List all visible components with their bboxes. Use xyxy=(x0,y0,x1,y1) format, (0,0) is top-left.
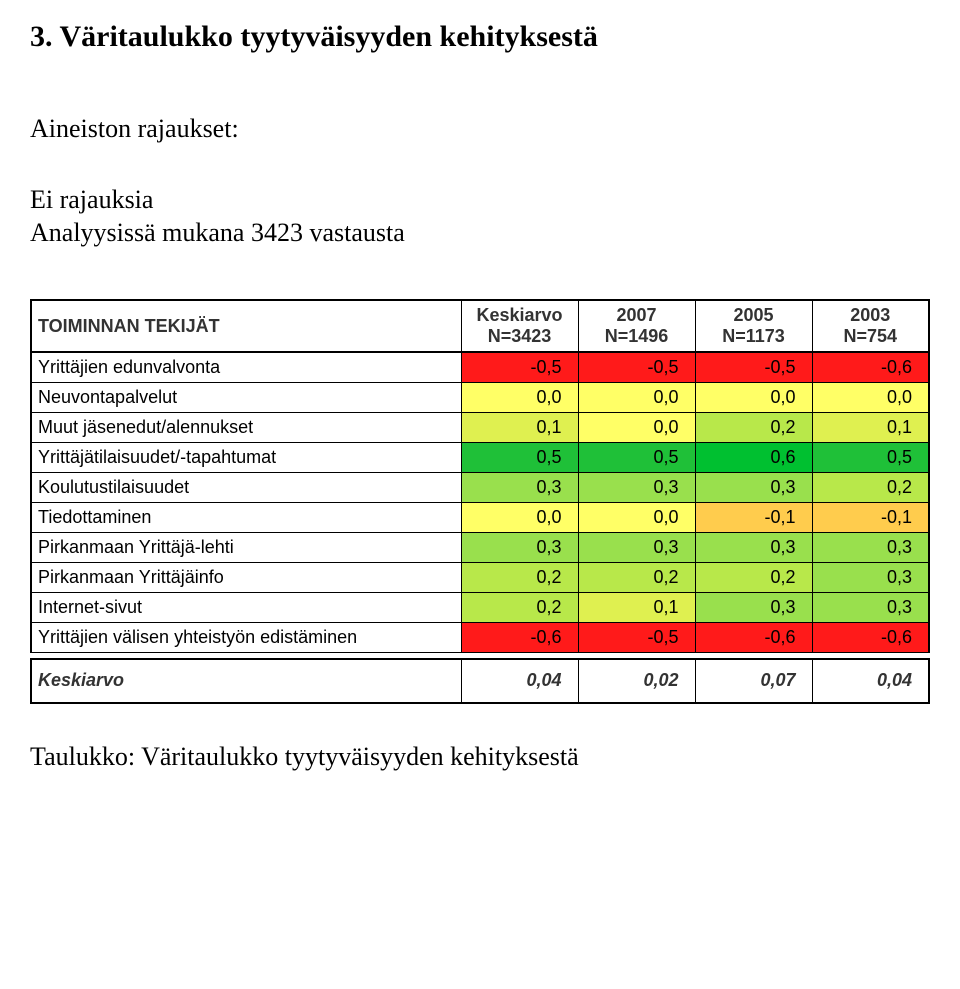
table-body: Yrittäjien edunvalvonta-0,5-0,5-0,5-0,6N… xyxy=(31,352,929,703)
cell-value: 0,1 xyxy=(461,413,578,443)
cell-value: 0,0 xyxy=(578,503,695,533)
cell-value: 0,0 xyxy=(695,383,812,413)
table-row: Koulutustilaisuudet0,30,30,30,2 xyxy=(31,473,929,503)
cell-value: 0,0 xyxy=(461,383,578,413)
cell-value: 0,0 xyxy=(812,383,929,413)
row-label: Yrittäjien välisen yhteistyön edistämine… xyxy=(31,623,461,653)
table-footer-row: Keskiarvo0,040,020,070,04 xyxy=(31,659,929,703)
cell-value: 0,6 xyxy=(695,443,812,473)
cell-value: 0,0 xyxy=(578,413,695,443)
cell-value: 0,3 xyxy=(812,533,929,563)
cell-value: 0,2 xyxy=(695,413,812,443)
cell-value: 0,3 xyxy=(695,473,812,503)
intro-line-1: Ei rajauksia xyxy=(30,185,153,214)
table-row: Pirkanmaan Yrittäjä-lehti0,30,30,30,3 xyxy=(31,533,929,563)
cell-value: 0,3 xyxy=(695,593,812,623)
page-title: 3. Väritaulukko tyytyväisyyden kehitykse… xyxy=(30,20,930,54)
cell-value: 0,2 xyxy=(461,563,578,593)
row-label: Tiedottaminen xyxy=(31,503,461,533)
intro-paragraph: Ei rajauksia Analyysissä mukana 3423 vas… xyxy=(30,184,930,249)
row-label: Yrittäjätilaisuudet/-tapahtumat xyxy=(31,443,461,473)
cell-value: -0,6 xyxy=(812,623,929,653)
header-col-3-top: 2003 xyxy=(812,300,929,326)
row-label: Pirkanmaan Yrittäjä-lehti xyxy=(31,533,461,563)
table-row: Muut jäsenedut/alennukset0,10,00,20,1 xyxy=(31,413,929,443)
cell-value: 0,2 xyxy=(461,593,578,623)
cell-value: -0,5 xyxy=(578,623,695,653)
header-col-3-bot: N=754 xyxy=(812,326,929,352)
cell-value: 0,3 xyxy=(461,533,578,563)
table-row: Tiedottaminen0,00,0-0,1-0,1 xyxy=(31,503,929,533)
table-row: Pirkanmaan Yrittäjäinfo0,20,20,20,3 xyxy=(31,563,929,593)
cell-value: -0,5 xyxy=(695,352,812,383)
cell-value: 0,0 xyxy=(578,383,695,413)
header-col-0-bot: N=3423 xyxy=(461,326,578,352)
cell-value: -0,6 xyxy=(695,623,812,653)
cell-value: 0,3 xyxy=(812,563,929,593)
footer-value: 0,07 xyxy=(695,659,812,703)
cell-value: -0,1 xyxy=(812,503,929,533)
cell-value: -0,5 xyxy=(461,352,578,383)
table-row: Yrittäjätilaisuudet/-tapahtumat0,50,50,6… xyxy=(31,443,929,473)
cell-value: -0,6 xyxy=(812,352,929,383)
row-label: Pirkanmaan Yrittäjäinfo xyxy=(31,563,461,593)
color-table: TOIMINNAN TEKIJÄT Keskiarvo 2007 2005 20… xyxy=(30,299,930,704)
row-label: Koulutustilaisuudet xyxy=(31,473,461,503)
header-col-2-bot: N=1173 xyxy=(695,326,812,352)
cell-value: 0,2 xyxy=(695,563,812,593)
footer-value: 0,04 xyxy=(812,659,929,703)
cell-value: -0,1 xyxy=(695,503,812,533)
row-label: Neuvontapalvelut xyxy=(31,383,461,413)
table-row: Yrittäjien edunvalvonta-0,5-0,5-0,5-0,6 xyxy=(31,352,929,383)
header-col-1-top: 2007 xyxy=(578,300,695,326)
header-row-label: TOIMINNAN TEKIJÄT xyxy=(31,300,461,352)
cell-value: 0,3 xyxy=(695,533,812,563)
document-page: 3. Väritaulukko tyytyväisyyden kehitykse… xyxy=(0,0,960,802)
header-col-0-top: Keskiarvo xyxy=(461,300,578,326)
cell-value: 0,2 xyxy=(578,563,695,593)
cell-value: -0,6 xyxy=(461,623,578,653)
cell-value: 0,1 xyxy=(812,413,929,443)
cell-value: 0,3 xyxy=(578,473,695,503)
cell-value: 0,2 xyxy=(812,473,929,503)
header-col-1-bot: N=1496 xyxy=(578,326,695,352)
footer-value: 0,04 xyxy=(461,659,578,703)
cell-value: 0,0 xyxy=(461,503,578,533)
row-label: Yrittäjien edunvalvonta xyxy=(31,352,461,383)
row-label: Internet-sivut xyxy=(31,593,461,623)
section-subhead: Aineiston rajaukset: xyxy=(30,114,930,144)
header-col-2-top: 2005 xyxy=(695,300,812,326)
table-header-row-1: TOIMINNAN TEKIJÄT Keskiarvo 2007 2005 20… xyxy=(31,300,929,326)
cell-value: 0,5 xyxy=(461,443,578,473)
cell-value: 0,3 xyxy=(578,533,695,563)
cell-value: 0,1 xyxy=(578,593,695,623)
footer-value: 0,02 xyxy=(578,659,695,703)
table-row: Internet-sivut0,20,10,30,3 xyxy=(31,593,929,623)
table-caption: Taulukko: Väritaulukko tyytyväisyyden ke… xyxy=(30,742,930,772)
row-label: Muut jäsenedut/alennukset xyxy=(31,413,461,443)
intro-line-2: Analyysissä mukana 3423 vastausta xyxy=(30,218,405,247)
cell-value: 0,5 xyxy=(578,443,695,473)
footer-label: Keskiarvo xyxy=(31,659,461,703)
table-row: Yrittäjien välisen yhteistyön edistämine… xyxy=(31,623,929,653)
cell-value: 0,3 xyxy=(461,473,578,503)
cell-value: 0,5 xyxy=(812,443,929,473)
cell-value: 0,3 xyxy=(812,593,929,623)
table-row: Neuvontapalvelut0,00,00,00,0 xyxy=(31,383,929,413)
cell-value: -0,5 xyxy=(578,352,695,383)
